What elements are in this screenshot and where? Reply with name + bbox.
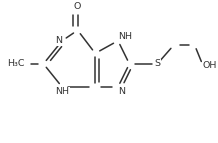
Text: N: N xyxy=(55,36,62,45)
Text: NH: NH xyxy=(118,32,132,41)
Text: S: S xyxy=(154,59,160,68)
Text: O: O xyxy=(74,2,81,11)
Text: H₃C: H₃C xyxy=(7,59,25,68)
Text: NH: NH xyxy=(55,87,69,96)
Text: N: N xyxy=(118,87,125,96)
Text: OH: OH xyxy=(203,61,217,70)
